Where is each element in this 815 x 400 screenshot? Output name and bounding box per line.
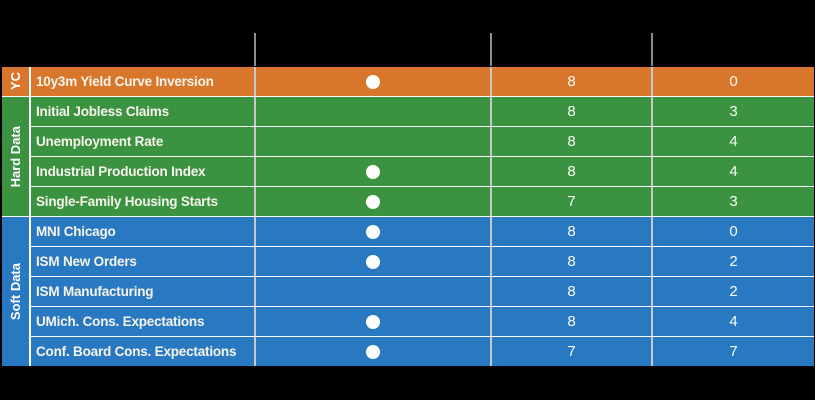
signal-dot-icon (366, 164, 380, 179)
group-cell-soft-data: Soft Data (2, 217, 29, 366)
col3-value: 8 (490, 127, 651, 156)
group-label-hard-data: Hard Data (8, 125, 23, 188)
header-label-col4 (653, 46, 815, 66)
indicator-name: Unemployment Rate (29, 127, 254, 156)
signal-cell (254, 277, 490, 306)
col4-value: 0 (651, 217, 814, 246)
indicator-grid: YC Hard Data Soft Data 10y3m Yield Curve… (2, 67, 814, 366)
signal-cell (254, 187, 490, 216)
header-divider-2 (490, 33, 492, 66)
col3-value: 8 (490, 157, 651, 186)
signal-cell (254, 157, 490, 186)
col4-value: 2 (651, 247, 814, 276)
col3-value: 8 (490, 277, 651, 306)
signal-dot-icon (366, 194, 380, 209)
signal-cell (254, 97, 490, 126)
group-label-yc: YC (8, 72, 23, 91)
col3-value: 8 (490, 67, 651, 96)
signal-dot-icon (366, 74, 380, 89)
signal-dot-icon (366, 254, 380, 269)
indicator-name: ISM Manufacturing (29, 277, 254, 306)
signal-cell (254, 307, 490, 336)
signal-cell (254, 247, 490, 276)
group-cell-yc: YC (2, 67, 29, 96)
col3-value: 8 (490, 247, 651, 276)
indicator-name: Initial Jobless Claims (29, 97, 254, 126)
indicator-name: Industrial Production Index (29, 157, 254, 186)
col4-value: 0 (651, 67, 814, 96)
header-divider-1 (254, 33, 256, 66)
header-divider-3 (651, 33, 653, 66)
signal-dot-icon (366, 344, 380, 359)
indicator-name: Conf. Board Cons. Expectations (29, 337, 254, 366)
indicator-name: 10y3m Yield Curve Inversion (29, 67, 254, 96)
indicator-name: ISM New Orders (29, 247, 254, 276)
signal-dot-icon (366, 224, 380, 239)
col3-value: 8 (490, 217, 651, 246)
indicator-name: Single-Family Housing Starts (29, 187, 254, 216)
col4-value: 4 (651, 127, 814, 156)
col4-value: 7 (651, 337, 814, 366)
signal-dot-icon (366, 314, 380, 329)
col4-value: 3 (651, 97, 814, 126)
signal-cell (254, 127, 490, 156)
col4-value: 2 (651, 277, 814, 306)
signal-cell (254, 217, 490, 246)
header-label-col3 (492, 46, 651, 66)
group-cell-hard-data: Hard Data (2, 97, 29, 216)
header-label-indicator (31, 46, 254, 66)
col3-value: 7 (490, 187, 651, 216)
col3-value: 8 (490, 307, 651, 336)
col4-value: 4 (651, 157, 814, 186)
signal-cell (254, 67, 490, 96)
col3-value: 7 (490, 337, 651, 366)
indicator-name: UMich. Cons. Expectations (29, 307, 254, 336)
group-label-soft-data: Soft Data (8, 262, 23, 321)
header-label-signal (256, 46, 490, 66)
indicator-name: MNI Chicago (29, 217, 254, 246)
col4-value: 3 (651, 187, 814, 216)
col4-value: 4 (651, 307, 814, 336)
signal-cell (254, 337, 490, 366)
col3-value: 8 (490, 97, 651, 126)
